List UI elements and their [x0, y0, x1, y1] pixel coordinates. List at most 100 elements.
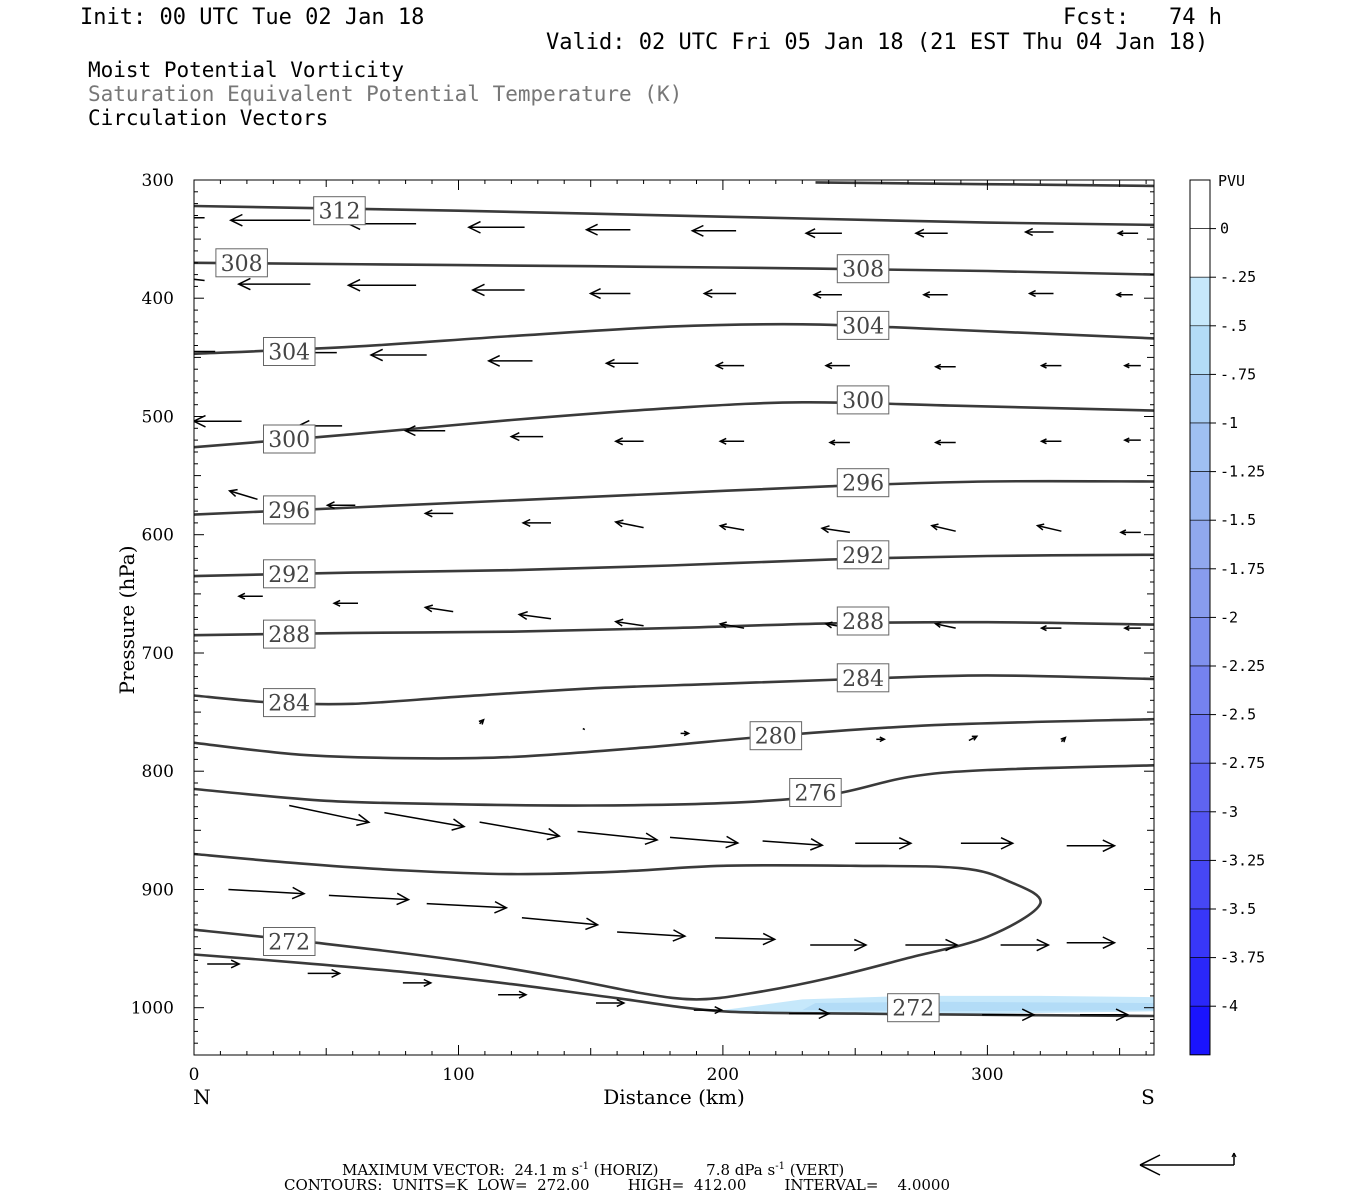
vector-shaft	[714, 937, 775, 941]
contour-label: 284	[836, 663, 890, 693]
circulation-vector	[828, 439, 850, 446]
circulation-vector	[584, 223, 631, 236]
colorbar-swatch	[1189, 957, 1211, 1007]
theta-es-contours	[194, 181, 1154, 1018]
contour-label-text: 288	[842, 610, 884, 635]
vector-shaft	[617, 931, 685, 937]
contour-304	[194, 322, 1154, 356]
circulation-vector	[471, 283, 525, 297]
circulation-vector	[1115, 291, 1133, 298]
vector-head	[1021, 1008, 1036, 1022]
y-tick-label: 1000	[131, 999, 174, 1019]
y-tick-label: 700	[142, 644, 174, 664]
vector-head	[109, 212, 121, 223]
vector-head	[613, 519, 624, 528]
contour-300	[194, 400, 1154, 449]
circulation-vector	[810, 938, 868, 952]
circulation-vector	[228, 886, 306, 900]
circulation-vector	[332, 599, 358, 607]
vector-head	[604, 358, 615, 368]
x-axis-label: Distance (km)	[603, 1085, 745, 1109]
vector-head	[725, 835, 740, 849]
circulation-vector	[402, 978, 433, 987]
circulation-vector	[905, 938, 959, 952]
plot-frame	[193, 179, 1155, 1056]
circulation-vector	[714, 361, 745, 370]
contour-label-box	[836, 663, 890, 693]
contour-label: 288	[836, 606, 890, 636]
y-tick-label: 500	[142, 408, 174, 428]
circulation-vector	[762, 838, 825, 851]
contour-label-text: 308	[842, 258, 884, 283]
vector-head	[1023, 227, 1034, 237]
contour-308	[194, 261, 1154, 276]
circulation-vector	[718, 621, 745, 629]
circulation-vector	[804, 228, 842, 239]
vector-head	[325, 501, 335, 510]
contour-label: 308	[836, 254, 890, 284]
vector-shaft	[521, 917, 598, 926]
vector-shaft	[821, 527, 851, 534]
vector-head	[1035, 523, 1045, 531]
circulation-vector	[307, 968, 342, 978]
contour-label-box	[836, 310, 890, 340]
contour-label-text: 284	[842, 667, 884, 692]
vector-head	[1039, 362, 1047, 369]
x-tick-label: 300	[971, 1065, 1003, 1085]
vector-head	[1036, 938, 1051, 952]
vector-head	[898, 837, 913, 850]
circulation-vector	[714, 932, 777, 946]
vector-head	[1039, 625, 1047, 632]
colorbar-label: -3.5	[1220, 900, 1256, 918]
vector-shaft	[615, 620, 644, 627]
contour-label-text: 276	[795, 782, 837, 807]
y-tick-label: 800	[142, 762, 174, 782]
circulation-vector	[1000, 938, 1051, 952]
valid-time: Valid: 02 UTC Fri 05 Jan 18 (21 EST Thu …	[546, 30, 1209, 55]
circulation-vector	[521, 917, 600, 931]
vector-head	[346, 278, 361, 292]
vector-head	[922, 291, 931, 299]
contour-276	[194, 764, 1154, 807]
colorbar-swatch	[1189, 665, 1211, 715]
vector-head	[702, 288, 713, 299]
contour-label-text: 304	[268, 341, 310, 366]
contour-label: 296	[836, 468, 890, 498]
contour-label-text: 304	[842, 314, 884, 339]
vector-head	[914, 228, 925, 238]
contour-label-box	[313, 196, 366, 226]
contour-label-box	[263, 559, 316, 589]
circulation-vector	[194, 414, 242, 428]
circulation-vector	[1123, 437, 1141, 443]
colorbar-swatch	[1189, 908, 1211, 958]
circulation-vector	[933, 363, 956, 370]
circulation-vector	[509, 432, 544, 442]
colorbar-swatch	[1189, 762, 1211, 813]
vector-head	[369, 348, 384, 362]
vector-shaft	[425, 606, 454, 613]
contour-label: 276	[789, 778, 842, 807]
circulation-vector	[1023, 227, 1054, 237]
circulation-vector	[812, 290, 842, 299]
vector-head	[933, 621, 942, 628]
init-time: Init: 00 UTC Tue 02 Jan 18	[80, 5, 425, 30]
contour-284	[194, 674, 1154, 706]
contour-label-box	[263, 495, 316, 525]
contour-label-text: 292	[842, 544, 884, 569]
vector-head	[588, 288, 601, 300]
colorbar-label: -2.5	[1220, 706, 1256, 724]
vector-head	[356, 813, 371, 827]
circulation-vector	[702, 288, 737, 299]
contour-label-text: 300	[268, 428, 310, 453]
contour-label: 292	[263, 559, 316, 589]
colorbar-swatch	[1189, 519, 1211, 570]
vector-shaft	[426, 902, 507, 909]
vector-head	[718, 523, 727, 531]
colorbar-swatch	[1189, 714, 1211, 764]
contour-label-box	[836, 540, 890, 570]
vector-head	[423, 604, 434, 613]
vector-head	[853, 938, 868, 952]
vector-head	[423, 978, 433, 987]
pv-shaded-region	[802, 1001, 1154, 1012]
colorbar-label: -1.25	[1220, 463, 1265, 481]
